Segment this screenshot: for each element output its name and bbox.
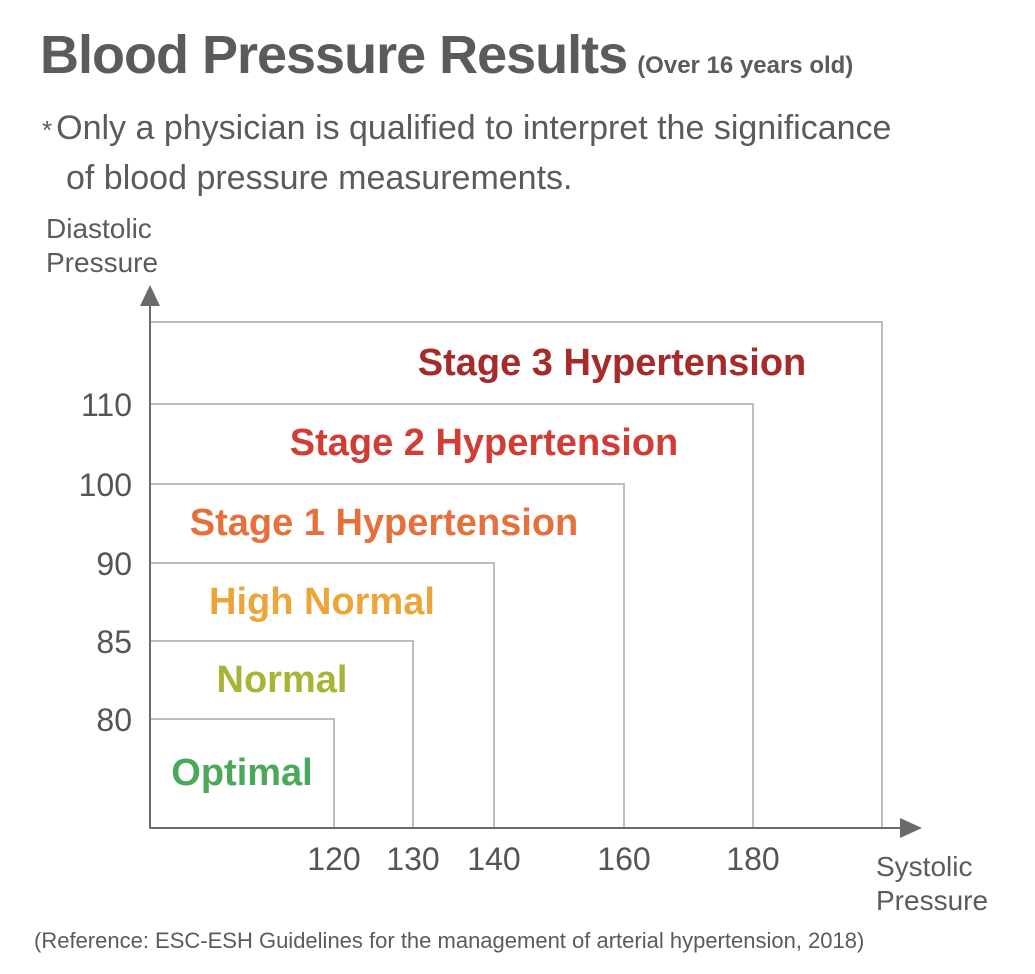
disclaimer-note: * Only a physician is qualified to interp… [42,104,891,202]
y-tick-100: 100 [79,467,132,503]
zone-label-stage-3: Stage 3 Hypertension [418,342,807,384]
y-axis-label-line-1: Diastolic [46,213,152,244]
x-axis-label: Systolic Pressure [876,850,988,918]
asterisk-icon: * [42,115,53,146]
y-tick-80: 80 [96,702,132,738]
y-tick-85: 85 [96,624,132,660]
page-title: Blood Pressure Results (Over 16 years old… [40,24,853,86]
reference-citation: (Reference: ESC-ESH Guidelines for the m… [34,928,865,953]
y-axis-label: Diastolic Pressure [46,212,158,280]
x-axis-label-line-1: Systolic [876,851,973,882]
y-tick-90: 90 [96,546,132,582]
zone-label-stage-1: Stage 1 Hypertension [190,502,579,544]
x-axis-arrow-icon [900,818,922,838]
x-axis-label-line-2: Pressure [876,885,989,916]
zone-label-normal: Normal [217,659,348,701]
y-axis-arrow-icon [140,285,160,306]
x-tick-130: 130 [386,841,439,877]
note-line-1: Only a physician is qualified to interpr… [56,109,892,147]
y-axis-label-line-2: Pressure [46,247,159,278]
x-tick-140: 140 [467,841,520,877]
x-tick-160: 160 [597,841,650,877]
zone-label-high-normal: High Normal [209,581,435,623]
title-subtitle: (Over 16 years old) [637,52,854,79]
note-line-2: of blood pressure measurements. [66,159,573,198]
zone-label-stage-2: Stage 2 Hypertension [290,422,679,464]
zone-label-optimal: Optimal [171,752,312,794]
x-tick-180: 180 [726,841,779,877]
x-tick-120: 120 [307,841,360,877]
y-tick-110: 110 [81,387,132,423]
title-text: Blood Pressure Results [40,25,628,85]
